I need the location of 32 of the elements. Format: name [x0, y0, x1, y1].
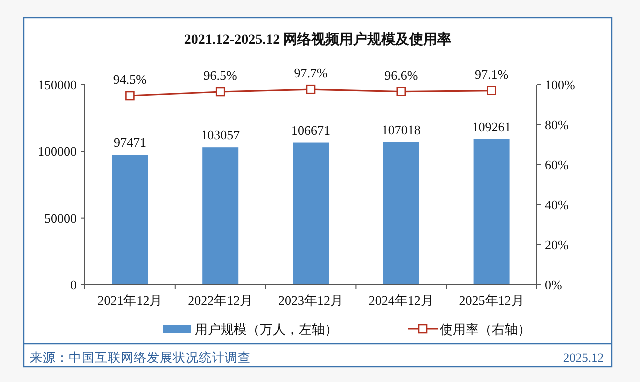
x-tick-label: 2024年12月 — [368, 293, 434, 308]
data-label: 97.7% — [294, 66, 328, 81]
data-label: 96.5% — [204, 68, 238, 83]
data-label: 97471 — [114, 135, 146, 150]
data-label: 106671 — [292, 122, 330, 138]
data-label: 94.5% — [113, 72, 148, 87]
x-tick-label: 2025年12月 — [459, 293, 524, 308]
y2-tick-label: 40% — [545, 198, 569, 212]
y2-tick-label: 60% — [545, 158, 569, 172]
data-label: 103057 — [201, 128, 241, 143]
y-tick-label: 0 — [70, 278, 77, 292]
y2-tick-label: 80% — [545, 118, 569, 132]
legend-label: 使用率（右轴） — [440, 322, 531, 337]
x-tick-label: 2021年12月 — [98, 293, 163, 308]
x-tick-label: 2022年12月 — [188, 293, 254, 308]
y2-tick-label: 100% — [545, 78, 576, 92]
data-label: 97.1% — [475, 66, 509, 82]
data-label: 109261 — [472, 119, 512, 134]
source: 来源：中国互联网络发展状况统计调查 — [30, 351, 251, 365]
data-label: 107018 — [382, 122, 421, 138]
data-label: 96.6% — [384, 68, 418, 83]
legend-item: 用户规模（万人，左轴） — [163, 322, 338, 337]
legend-item: 使用率（右轴） — [408, 322, 531, 337]
y2-tick-label: 0% — [545, 278, 562, 292]
legend-label: 用户规模（万人，左轴） — [195, 322, 338, 337]
y-tick-label: 100000 — [38, 144, 77, 160]
note: 2025.12 — [563, 351, 604, 365]
y-tick-label: 50000 — [44, 210, 77, 226]
x-tick-label: 2023年12月 — [278, 293, 344, 308]
title: 2021.12-2025.12 网络视频用户规模及使用率 — [184, 33, 452, 48]
y2-tick-label: 20% — [545, 238, 569, 252]
y-tick-label: 150000 — [38, 78, 77, 92]
